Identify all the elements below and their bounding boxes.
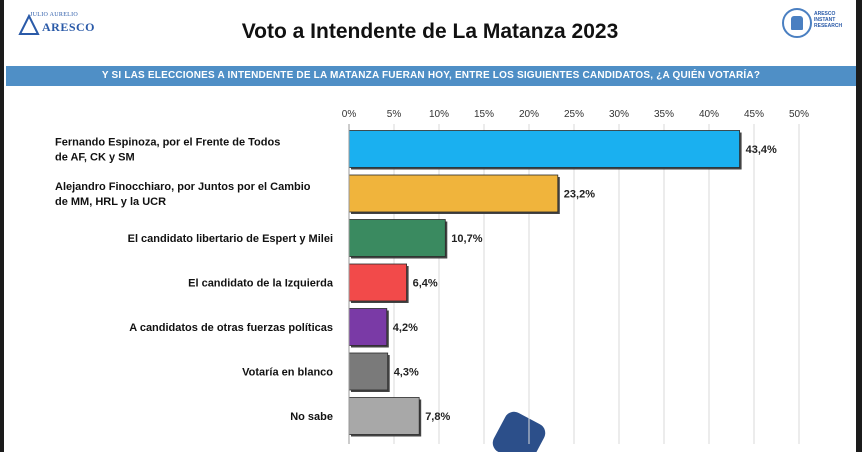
data-label: 4,3% (394, 367, 419, 379)
slide: JULIO AURELIO ARESCO Voto a Intendente d… (4, 0, 856, 452)
logo-left-big-text: ARESCO (42, 20, 96, 34)
data-label: 43,4% (746, 144, 777, 156)
category-label: El candidato libertario de Espert y Mile… (128, 233, 333, 245)
aresco-logo-mark-icon (18, 14, 40, 35)
bar (348, 308, 388, 346)
bar (348, 219, 446, 257)
x-tick-label: 50% (789, 109, 809, 120)
category-label: de MM, HRL y la UCR (55, 196, 166, 208)
category-label: Alejandro Finocchiaro, por Juntos por el… (55, 181, 311, 193)
x-tick-label: 10% (429, 109, 449, 120)
bar (348, 130, 741, 168)
data-label: 7,8% (425, 411, 450, 423)
page-title: Voto a Intendente de La Matanza 2023 (241, 20, 619, 43)
bar (348, 174, 559, 213)
data-label: 10,7% (451, 233, 482, 245)
x-tick-label: 40% (699, 109, 719, 120)
logo-left-small-text: JULIO AURELIO (30, 12, 79, 18)
x-tick-label: 20% (519, 109, 539, 120)
x-tick-label: 45% (744, 109, 764, 120)
data-label: 4,2% (393, 322, 418, 334)
x-tick-label: 25% (564, 109, 584, 120)
x-tick-label: 30% (609, 109, 629, 120)
x-tick-label: 5% (387, 109, 402, 120)
bar (348, 263, 407, 302)
question-banner: Y SI LAS ELECCIONES A INTENDENTE DE LA M… (6, 66, 856, 86)
data-label: 23,2% (564, 189, 595, 201)
data-label: 6,4% (413, 278, 438, 290)
seal-icon (782, 8, 812, 38)
category-label: Fernando Espinoza, por el Frente de Todo… (55, 137, 280, 149)
category-label: El candidato de la Izquierda (188, 278, 334, 290)
category-label: No sabe (290, 411, 333, 423)
category-label: A candidatos de otras fuerzas políticas (129, 322, 333, 334)
x-tick-label: 35% (654, 109, 674, 120)
x-tick-label: 15% (474, 109, 494, 120)
aresco-logo: JULIO AURELIO ARESCO (12, 8, 104, 44)
logo-right-text: ARESCO INSTANT RESEARCH (814, 11, 843, 29)
category-label: Votaría en blanco (242, 367, 333, 379)
category-label: de AF, CK y SM (55, 152, 135, 164)
bar (348, 352, 389, 391)
aresco-instant-research-logo: ARESCO INSTANT RESEARCH (778, 6, 842, 46)
bar (348, 397, 420, 435)
x-tick-label: 0% (342, 109, 357, 120)
